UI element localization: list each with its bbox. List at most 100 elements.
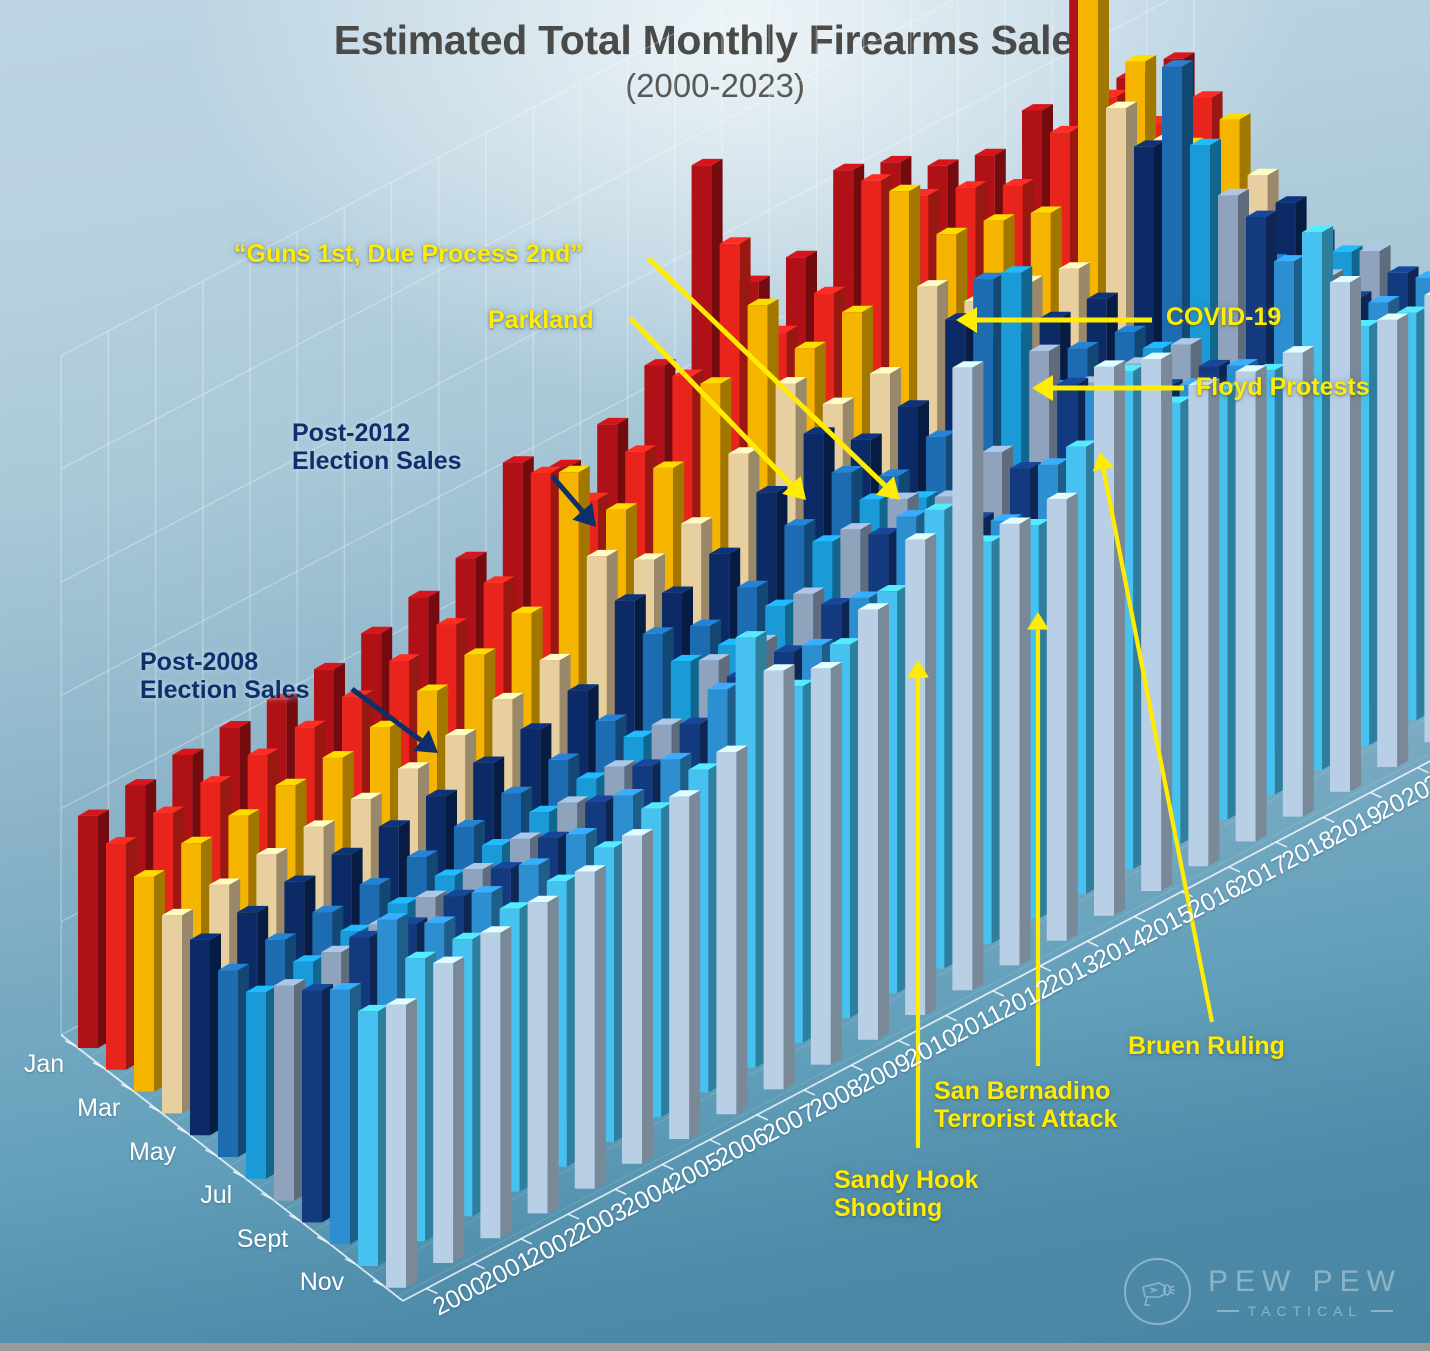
bar-side xyxy=(830,662,842,1065)
bar-top xyxy=(707,682,739,690)
bar-top xyxy=(557,796,589,803)
bar-top xyxy=(218,963,249,971)
bar-top xyxy=(793,587,825,594)
bar-top xyxy=(990,514,1022,521)
bar-top xyxy=(426,789,457,797)
month-tick xyxy=(64,1040,76,1047)
year-tick xyxy=(614,1188,627,1196)
bar-top xyxy=(378,820,410,827)
bar-top xyxy=(1359,244,1391,251)
bar-top xyxy=(576,772,608,779)
bar-top xyxy=(802,638,833,646)
bar-top xyxy=(518,858,550,865)
bar-top xyxy=(454,820,485,827)
bar-top xyxy=(1274,255,1305,262)
bar-top xyxy=(153,806,185,813)
bar-top xyxy=(134,870,165,877)
bar-top xyxy=(349,930,381,938)
year-tick xyxy=(520,1238,533,1245)
bar-top xyxy=(1067,342,1099,349)
bar-front xyxy=(134,876,154,1092)
bar-front xyxy=(358,1011,378,1266)
bar-top xyxy=(1302,225,1333,233)
arrow-post-2008-head xyxy=(413,730,438,753)
bar-top xyxy=(688,763,720,770)
bar-front xyxy=(858,609,878,1040)
year-tick xyxy=(473,1262,485,1270)
bar-side xyxy=(453,956,465,1263)
arrow-floyd-protests-head xyxy=(1032,375,1053,401)
bar-front xyxy=(527,902,548,1214)
bar-top xyxy=(162,908,193,916)
bar-top xyxy=(606,503,637,510)
bar-top xyxy=(623,730,655,737)
bar-top xyxy=(321,945,353,953)
bar-top xyxy=(246,985,277,992)
bar-front xyxy=(669,796,690,1139)
bar-top xyxy=(924,503,956,510)
bar-top xyxy=(433,956,465,963)
bar-top xyxy=(926,430,957,437)
bar-top xyxy=(831,466,863,473)
bar-front xyxy=(1424,295,1430,743)
bar-top xyxy=(322,751,354,758)
year-tick xyxy=(662,1163,674,1171)
month-tick xyxy=(92,1061,104,1069)
bar-top xyxy=(917,280,949,287)
bar-front xyxy=(622,835,642,1164)
bar-top xyxy=(1046,492,1078,500)
bar-top xyxy=(840,523,872,530)
chart-bars xyxy=(78,0,1430,1288)
bar-front xyxy=(330,989,350,1245)
bar-top xyxy=(331,847,363,855)
month-tick xyxy=(288,1214,300,1221)
bar-side xyxy=(500,926,512,1239)
bar-top xyxy=(974,148,1006,156)
bar-top xyxy=(1162,60,1193,67)
year-tick xyxy=(803,1089,816,1096)
bar-top xyxy=(539,653,571,661)
bar-top xyxy=(662,586,693,593)
year-tick xyxy=(1370,791,1382,799)
bar-top xyxy=(691,158,723,166)
bar-top xyxy=(274,979,305,986)
bar-side xyxy=(1066,492,1078,941)
bar-side xyxy=(1350,276,1361,792)
bar-top xyxy=(501,786,533,794)
bar-top xyxy=(586,549,618,557)
bar-front xyxy=(1094,366,1114,916)
bar-top xyxy=(1142,341,1174,349)
bar-top xyxy=(982,445,1013,453)
bar-front xyxy=(1282,352,1303,817)
bar-top xyxy=(765,599,797,606)
bar-top xyxy=(462,863,494,870)
bar-top xyxy=(415,890,447,897)
bar-top xyxy=(716,745,748,752)
bar-front xyxy=(905,539,926,1015)
bar-side xyxy=(406,998,417,1288)
bar-top xyxy=(181,836,213,844)
arrow-guns-1st-head xyxy=(875,476,900,500)
bar-top xyxy=(482,839,513,846)
bar-front xyxy=(952,367,973,991)
bar-top xyxy=(527,895,559,903)
bar-top xyxy=(492,692,524,700)
logo-dash-right xyxy=(1371,1309,1394,1312)
bar-side xyxy=(783,664,795,1090)
bar-front xyxy=(106,843,126,1070)
bar-top xyxy=(821,598,853,605)
bar-top xyxy=(443,889,475,897)
month-tick xyxy=(148,1105,160,1112)
bar-top xyxy=(670,654,702,662)
bar-top xyxy=(256,848,288,855)
bar-top xyxy=(1141,352,1173,359)
bar-top xyxy=(434,869,466,876)
bar-top xyxy=(529,805,561,813)
bar-front xyxy=(574,871,595,1189)
bar-top xyxy=(387,897,419,904)
arrow-bruen-ruling-head xyxy=(1092,452,1115,472)
bar-top xyxy=(936,227,968,235)
bar-top xyxy=(1001,266,1033,273)
bar-top xyxy=(125,779,157,786)
